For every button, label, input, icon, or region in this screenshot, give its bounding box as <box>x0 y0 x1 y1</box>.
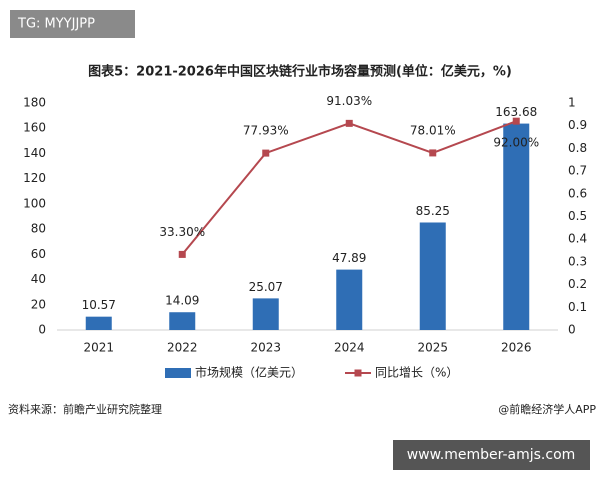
y-tick-label: 20 <box>31 297 46 311</box>
x-tick-label: 2024 <box>334 341 365 355</box>
y-tick-label: 160 <box>23 121 46 135</box>
y2-tick-label: 0.6 <box>568 186 587 200</box>
source: 资料来源：前瞻产业研究院整理 <box>8 402 162 416</box>
y2-tick-label: 0 <box>568 323 576 337</box>
y2-tick-label: 0.5 <box>568 209 587 223</box>
line-marker <box>178 250 186 258</box>
line-value-label: 33.30% <box>159 225 205 239</box>
bar-value-label: 14.09 <box>165 294 199 308</box>
line-value-label: 78.01% <box>410 123 456 137</box>
website: www.member-amjs.com <box>407 447 576 463</box>
y-tick-label: 80 <box>31 222 46 236</box>
legend-swatch <box>354 369 362 377</box>
bar <box>85 316 112 330</box>
y2-tick-label: 0.3 <box>568 254 587 268</box>
x-tick-label: 2026 <box>501 341 532 355</box>
bar-value-label: 25.07 <box>249 280 283 294</box>
legend-label: 市场规模（亿美元） <box>195 365 303 380</box>
y-tick-label: 140 <box>23 146 46 160</box>
y2-tick-label: 0.7 <box>568 164 587 178</box>
chart-title: 图表5：2021-2026年中国区块链行业市场容量预测(单位：亿美元，%) <box>88 64 512 80</box>
x-tick-label: 2021 <box>83 341 114 355</box>
credit: @前瞻经济学人APP <box>498 402 596 416</box>
line <box>181 120 517 256</box>
line-marker <box>345 119 353 127</box>
badge-box <box>10 10 135 38</box>
line-value-label: 77.93% <box>243 124 289 138</box>
bar <box>419 222 446 330</box>
bar <box>503 123 530 331</box>
x-tick-label: 2023 <box>250 341 281 355</box>
y-tick-label: 180 <box>23 96 46 110</box>
bar <box>336 269 363 330</box>
line-value-label: 92.00% <box>493 136 539 150</box>
bar <box>252 298 279 330</box>
x-tick-label: 2022 <box>167 341 198 355</box>
y2-tick-label: 0.8 <box>568 141 587 155</box>
y2-tick-label: 0.2 <box>568 277 587 291</box>
y-tick-label: 120 <box>23 171 46 185</box>
legend-swatch <box>165 368 191 378</box>
badge: TG: MYYJJPP <box>17 17 95 32</box>
x-tick-label: 2025 <box>417 341 448 355</box>
line-marker <box>262 149 270 157</box>
y-tick-label: 100 <box>23 196 46 210</box>
y2-tick-label: 0.9 <box>568 118 587 132</box>
website-box <box>393 440 590 470</box>
bar-value-label: 163.68 <box>495 105 537 119</box>
y2-tick-label: 1 <box>568 96 576 110</box>
line-value-label: 91.03% <box>326 94 372 108</box>
y-tick-label: 0 <box>38 323 46 337</box>
y2-tick-label: 0.1 <box>568 300 587 314</box>
bar <box>169 312 196 330</box>
bar-value-label: 85.25 <box>416 204 450 218</box>
bar-value-label: 10.57 <box>82 298 116 312</box>
line-marker <box>429 149 437 157</box>
y2-tick-label: 0.4 <box>568 232 587 246</box>
bar-value-label: 47.89 <box>332 251 366 265</box>
line-marker <box>512 117 520 125</box>
legend-label: 同比增长（%） <box>375 366 458 380</box>
y-tick-label: 60 <box>31 247 46 261</box>
y-tick-label: 40 <box>31 272 46 286</box>
